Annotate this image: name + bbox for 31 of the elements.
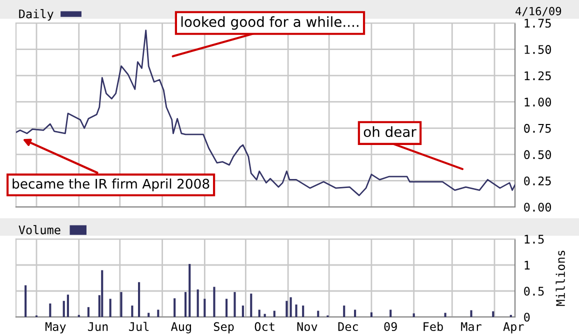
y-tick-label: 0.00	[524, 202, 551, 212]
annotation: looked good for a while....	[181, 16, 358, 30]
y-tick-label: 1.75	[524, 18, 551, 28]
x-tick-label: Jun	[88, 322, 108, 332]
y-tick-label: 1.5	[524, 234, 544, 244]
x-tick-label: 09	[384, 322, 397, 332]
legend-label: Volume	[18, 225, 60, 234]
y-tick-label: 1.00	[524, 98, 551, 107]
y-tick-label: 0.25	[524, 176, 551, 186]
x-tick-label: May	[45, 322, 66, 334]
x-tick-label: Nov	[297, 322, 318, 332]
y-axis-title: Millions	[556, 250, 565, 306]
legend-label: Daily	[19, 9, 54, 21]
y-tick-label: 0.5	[524, 286, 544, 296]
y-tick-label: 1.25	[524, 71, 551, 80]
x-tick-label: Oct	[254, 322, 274, 332]
x-tick-label: Mar	[461, 322, 482, 332]
x-tick-label: Apr	[503, 322, 524, 334]
x-tick-label: Aug	[170, 322, 191, 334]
x-tick-label: Sep	[214, 322, 234, 334]
y-tick-label: 0	[524, 312, 530, 322]
annotation: became the IR firm April 2008	[12, 178, 210, 192]
annotation: oh dear	[364, 126, 416, 138]
x-tick-label: Jul	[129, 322, 149, 332]
y-tick-label: 0.50	[524, 150, 551, 160]
y-tick-label: 1.50	[524, 45, 551, 54]
y-tick-label: 0.75	[524, 124, 551, 133]
y-tick-label: 1	[524, 260, 530, 270]
x-tick-label: Feb	[424, 322, 443, 332]
x-tick-label: Dec	[338, 322, 358, 332]
text: 4/16/09	[516, 6, 562, 16]
